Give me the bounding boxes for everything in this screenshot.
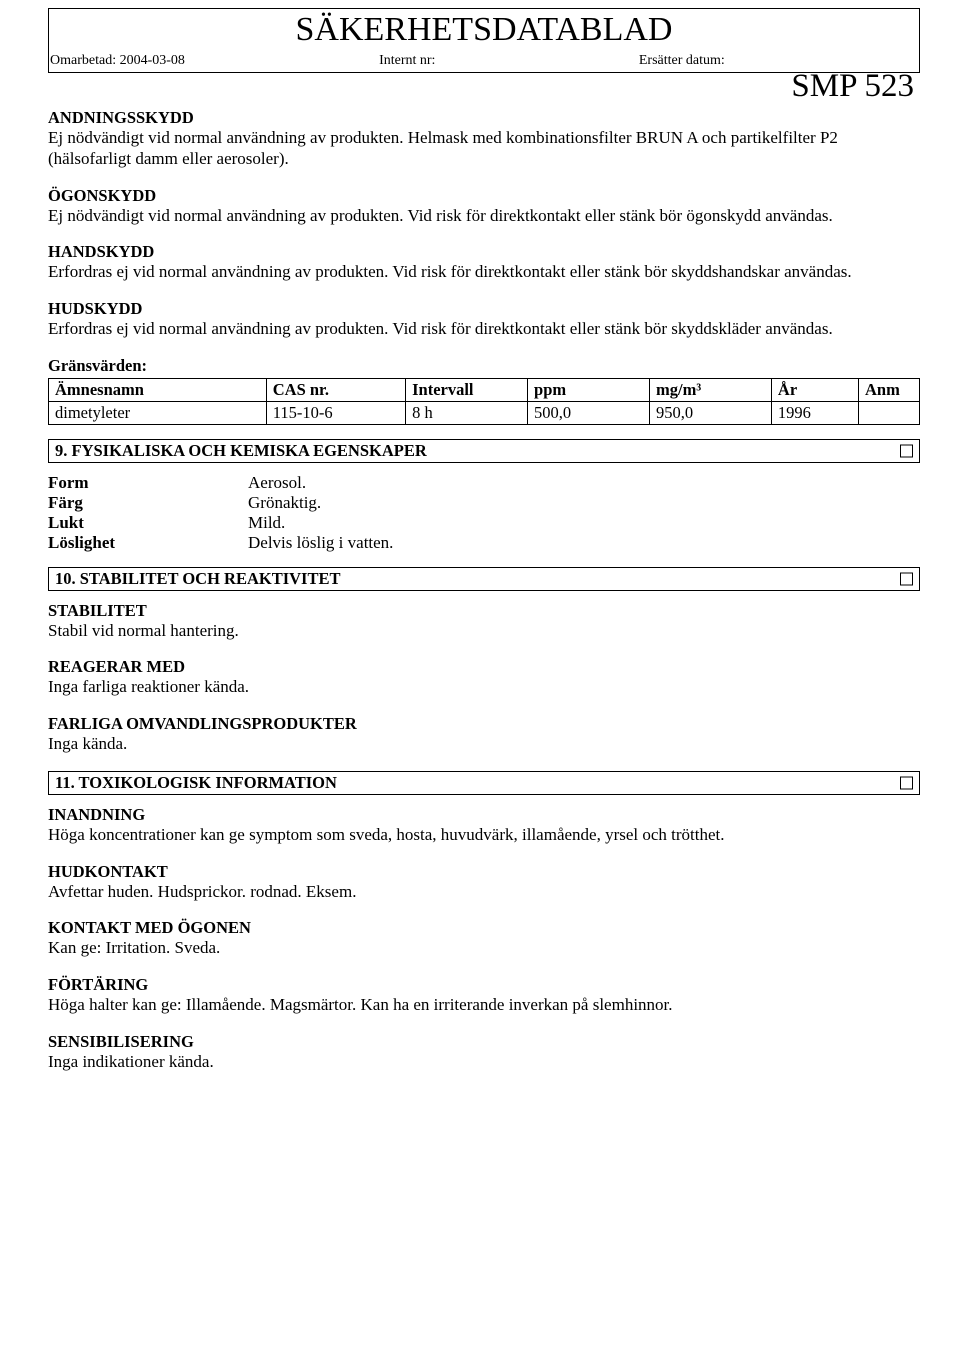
text: Höga koncentrationer kan ge symptom som … [48,825,920,846]
limits-table: Ämnesnamn CAS nr. Intervall ppm mg/m³ År… [48,378,920,425]
block-hand: HANDSKYDD Erfordras ej vid normal använd… [48,242,920,283]
meta-revised: Omarbetad: 2004-03-08 [50,53,379,69]
heading-skin: HUDSKYDD [48,299,920,319]
section-11-header: 11. TOXIKOLOGISK INFORMATION [48,771,920,795]
document-title: SÄKERHETSDATABLAD [49,11,919,48]
text: Inga farliga reaktioner kända. [48,677,920,698]
text: Höga halter kan ge: Illamående. Magsmärt… [48,995,920,1016]
checkbox-icon [900,572,913,585]
internal-label: Internt nr: [379,53,435,68]
checkbox-icon [900,444,913,457]
block-skin: HUDSKYDD Erfordras ej vid normal användn… [48,299,920,340]
heading-eye: ÖGONSKYDD [48,186,920,206]
section-10-title: 10. STABILITET OCH REAKTIVITET [55,569,340,588]
replaces-label: Ersätter datum: [639,53,725,68]
text: Avfettar huden. Hudsprickor. rodnad. Eks… [48,882,920,903]
table-row: dimetyleter 115-10-6 8 h 500,0 950,0 199… [49,401,920,424]
block-reacts: REAGERAR MED Inga farliga reaktioner kän… [48,657,920,698]
col-int: Intervall [406,378,528,401]
text-breath: Ej nödvändigt vid normal användning av p… [48,128,920,169]
block-eye: ÖGONSKYDD Ej nödvändigt vid normal använ… [48,186,920,227]
cell: 8 h [406,401,528,424]
cell [859,401,920,424]
cell: 500,0 [528,401,650,424]
text-skin: Erfordras ej vid normal användning av pr… [48,319,920,340]
section-9-header: 9. FYSIKALISKA OCH KEMISKA EGENSKAPER [48,439,920,463]
prop-key: Löslighet [48,533,248,553]
limits-label: Gränsvärden: [48,356,920,376]
heading: SENSIBILISERING [48,1032,920,1052]
section-11-title: 11. TOXIKOLOGISK INFORMATION [55,773,337,792]
heading: FÖRTÄRING [48,975,920,995]
meta-internal: Internt nr: [379,53,639,69]
prop-key: Färg [48,493,248,513]
text: Stabil vid normal hantering. [48,621,920,642]
text: Inga kända. [48,734,920,755]
table-row: Ämnesnamn CAS nr. Intervall ppm mg/m³ År… [49,378,920,401]
col-cas: CAS nr. [266,378,405,401]
meta-replaces: Ersätter datum: [639,53,916,69]
cell: 1996 [771,401,858,424]
heading: STABILITET [48,601,920,621]
block-ingestion: FÖRTÄRING Höga halter kan ge: Illamående… [48,975,920,1016]
heading: REAGERAR MED [48,657,920,677]
revised-label: Omarbetad: [50,53,116,68]
cell: 950,0 [649,401,771,424]
prop-val: Mild. [248,513,920,533]
text-eye: Ej nödvändigt vid normal användning av p… [48,206,920,227]
prop-key: Lukt [48,513,248,533]
cell: dimetyleter [49,401,267,424]
text-hand: Erfordras ej vid normal användning av pr… [48,262,920,283]
cell: 115-10-6 [266,401,405,424]
prop-val: Grönaktig. [248,493,920,513]
block-stability: STABILITET Stabil vid normal hantering. [48,601,920,642]
checkbox-icon [900,776,913,789]
text: Kan ge: Irritation. Sveda. [48,938,920,959]
col-anm: Anm [859,378,920,401]
section-10-header: 10. STABILITET OCH REAKTIVITET [48,567,920,591]
phys-props: Form Aerosol. Färg Grönaktig. Lukt Mild.… [48,473,920,553]
revised-value: 2004-03-08 [120,53,185,68]
block-inhalation: INANDNING Höga koncentrationer kan ge sy… [48,805,920,846]
col-ppm: ppm [528,378,650,401]
prop-val: Aerosol. [248,473,920,493]
prop-val: Delvis löslig i vatten. [248,533,920,553]
block-products: FARLIGA OMVANDLINGSPRODUKTER Inga kända. [48,714,920,755]
block-sensitisation: SENSIBILISERING Inga indikationer kända. [48,1032,920,1073]
block-skin-contact: HUDKONTAKT Avfettar huden. Hudsprickor. … [48,862,920,903]
heading: INANDNING [48,805,920,825]
product-name: SMP 523 [48,69,914,104]
heading: HUDKONTAKT [48,862,920,882]
heading-hand: HANDSKYDD [48,242,920,262]
block-breath: ANDNINGSSKYDD Ej nödvändigt vid normal a… [48,108,920,169]
heading-breath: ANDNINGSSKYDD [48,108,920,128]
page: SÄKERHETSDATABLAD Omarbetad: 2004-03-08 … [0,0,960,1093]
heading: KONTAKT MED ÖGONEN [48,918,920,938]
col-mg: mg/m³ [649,378,771,401]
text: Inga indikationer kända. [48,1052,920,1073]
col-name: Ämnesnamn [49,378,267,401]
heading: FARLIGA OMVANDLINGSPRODUKTER [48,714,920,734]
block-eye-contact: KONTAKT MED ÖGONEN Kan ge: Irritation. S… [48,918,920,959]
meta-row: Omarbetad: 2004-03-08 Internt nr: Ersätt… [48,53,920,69]
col-year: År [771,378,858,401]
section-9-title: 9. FYSIKALISKA OCH KEMISKA EGENSKAPER [55,441,427,460]
prop-key: Form [48,473,248,493]
